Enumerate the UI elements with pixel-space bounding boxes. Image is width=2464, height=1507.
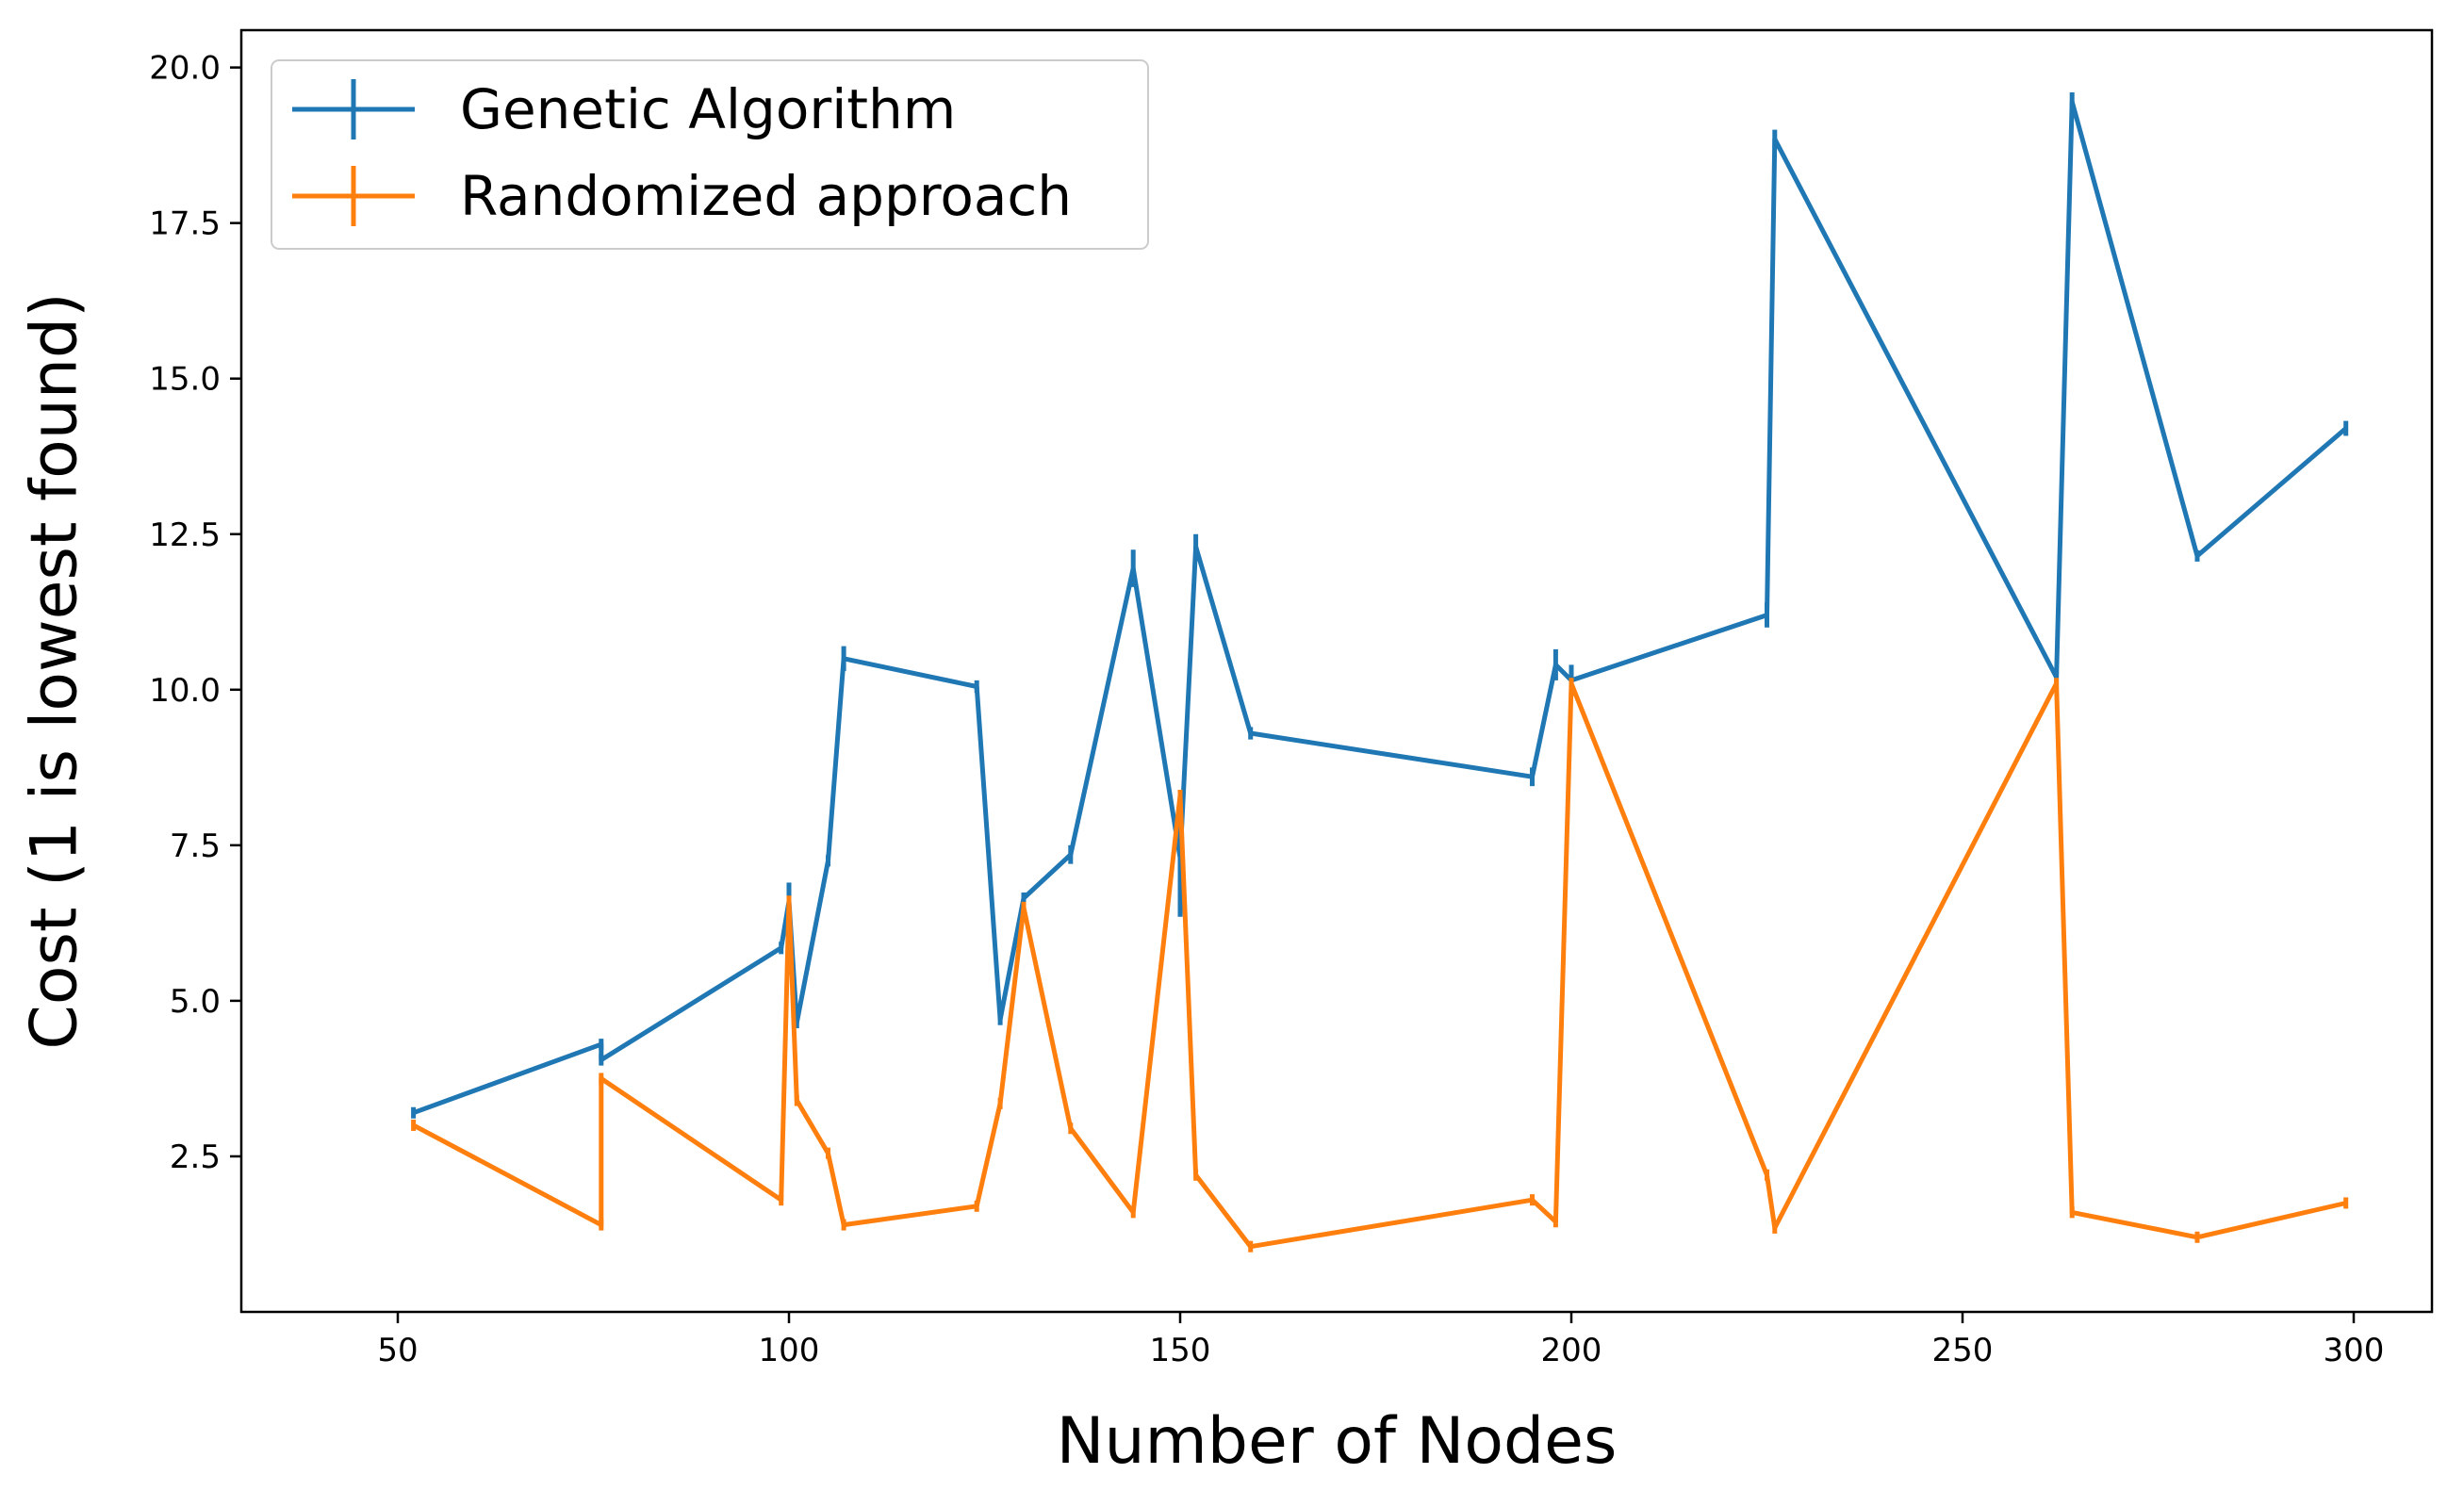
legend-label-randomized-approach: Randomized approach	[460, 164, 1072, 228]
y-tick-label: 5.0	[170, 983, 221, 1021]
x-tick-label: 100	[759, 1332, 820, 1369]
series-layer	[411, 92, 2349, 1253]
legend: Genetic Algorithm Randomized approach	[271, 59, 1149, 250]
series-line	[412, 99, 2348, 1116]
x-tick-label: 250	[1932, 1332, 1994, 1369]
x-axis-label: Number of Nodes	[1057, 1404, 1618, 1479]
y-tick-label: 12.5	[149, 516, 221, 554]
y-tick-label: 2.5	[170, 1138, 221, 1176]
x-tick-label: 50	[377, 1332, 418, 1369]
y-tick-label: 10.0	[149, 672, 221, 710]
y-tick-label: 15.0	[149, 361, 221, 399]
y-axis-label: Cost (1 is lowest found)	[18, 292, 92, 1049]
y-tick-label: 7.5	[170, 827, 221, 865]
y-tick-label: 20.0	[149, 50, 221, 88]
series-line	[412, 680, 2347, 1250]
axis-labels: Number of Nodes Cost (1 is lowest found)	[18, 292, 1618, 1479]
x-tick-label: 150	[1150, 1332, 1211, 1369]
series-randomized-approach	[411, 678, 2349, 1253]
legend-label-genetic-algorithm: Genetic Algorithm	[460, 77, 956, 141]
x-tick-label: 300	[2324, 1332, 2385, 1369]
plot-frame	[239, 28, 2434, 1314]
x-tick-label: 200	[1541, 1332, 1602, 1369]
y-tick-label: 17.5	[149, 205, 221, 243]
legend-box	[271, 59, 1149, 250]
axes-layer: 50 100 150 200 250 300 2.5 5.0 7.5 10.0 12.5 15.0 17…	[149, 28, 2434, 1369]
